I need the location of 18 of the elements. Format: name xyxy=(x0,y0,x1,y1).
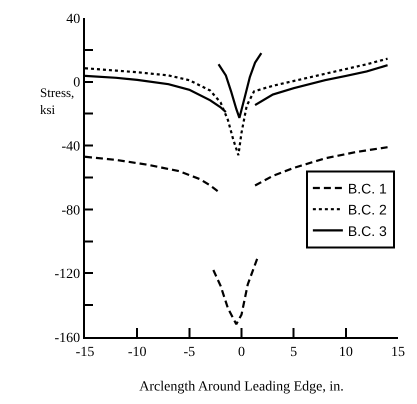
x-tick-label: -5 xyxy=(183,344,196,360)
x-tick-label: 10 xyxy=(338,344,353,360)
y-tick-label: -40 xyxy=(62,140,80,154)
y-tick-label: -120 xyxy=(54,267,80,282)
x-tick-label: 15 xyxy=(391,344,405,360)
legend-label: B.C. 1 xyxy=(348,180,387,196)
y-axis-title: Stress, ksi xyxy=(40,85,74,117)
legend-label: B.C. 2 xyxy=(348,202,387,218)
x-tick-label: -15 xyxy=(76,344,94,360)
y-tick-label: 40 xyxy=(66,12,80,27)
x-tick-label: 0 xyxy=(238,344,245,360)
x-tick-label: -10 xyxy=(128,344,147,360)
legend-label: B.C. 3 xyxy=(348,222,387,239)
x-tick-label: 5 xyxy=(290,344,298,360)
x-axis-title: Arclength Around Leading Edge, in. xyxy=(139,380,344,395)
y-tick-label: -160 xyxy=(54,330,80,346)
y-tick-label: 0 xyxy=(73,76,80,91)
y-tick-label: -80 xyxy=(62,203,80,218)
